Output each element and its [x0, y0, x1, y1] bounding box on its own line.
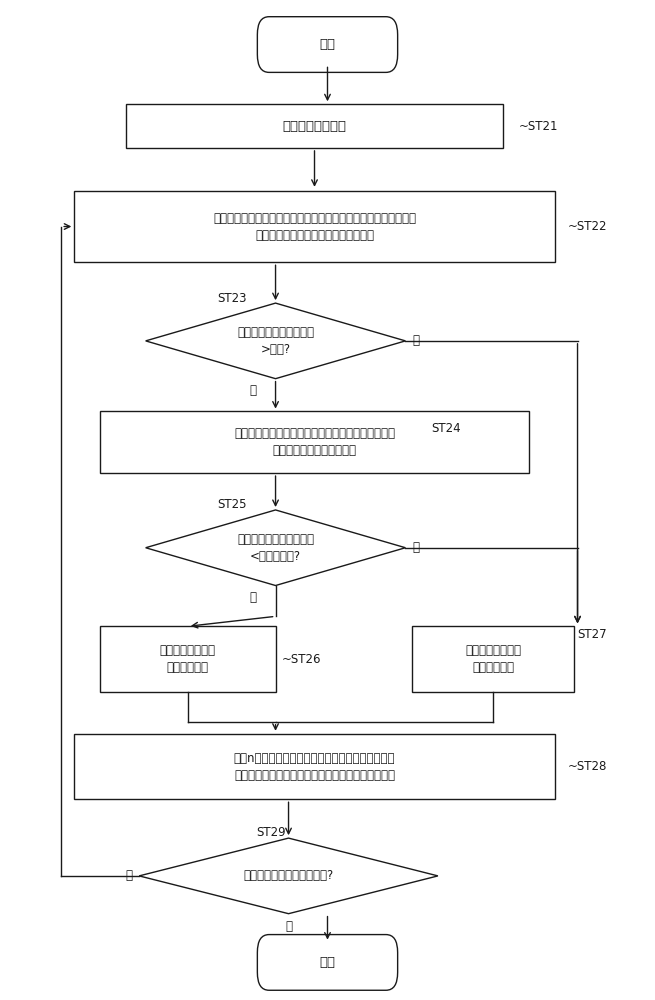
Polygon shape: [145, 303, 405, 379]
Text: ST23: ST23: [217, 292, 246, 305]
Polygon shape: [145, 510, 405, 586]
Bar: [74, 734, 555, 799]
FancyBboxPatch shape: [257, 935, 398, 990]
Text: ST29: ST29: [256, 826, 286, 839]
Text: 在还没有决定输出的通断的负载中，将中间累计功率値最大的负载
设定为用于决定供应功率的通断的对象: 在还没有决定输出的通断的负载中，将中间累计功率値最大的负载 设定为用于决定供应功…: [213, 212, 416, 242]
Bar: [100, 411, 529, 473]
Text: 结束: 结束: [320, 956, 335, 969]
Text: ST25: ST25: [217, 498, 246, 511]
Text: 通断判断用总功率推算値
<功率上限値?: 通断判断用总功率推算値 <功率上限値?: [237, 533, 314, 563]
Text: ~ST22: ~ST22: [568, 220, 607, 233]
Text: 是: 是: [285, 920, 292, 933]
Bar: [412, 626, 574, 692]
Text: 关闭该负载的功率
供应通断机器: 关闭该负载的功率 供应通断机器: [465, 644, 521, 674]
Bar: [100, 626, 276, 692]
Bar: [126, 104, 503, 148]
Text: ~ST21: ~ST21: [519, 120, 559, 133]
Text: ~ST26: ~ST26: [282, 653, 322, 666]
Text: 否: 否: [412, 541, 419, 554]
Text: 算出在总功率推算値加上该负载的通电推算功率値后
的通断判断用总功率推算値: 算出在总功率推算値加上该负载的通电推算功率値后 的通断判断用总功率推算値: [234, 427, 395, 457]
Text: 开启该负载的功率
供应通断机器: 开启该负载的功率 供应通断机器: [160, 644, 216, 674]
Text: 该负载的中间累计功率値
>阈値?: 该负载的中间累计功率値 >阈値?: [237, 326, 314, 356]
Text: 否: 否: [412, 334, 419, 347]
FancyBboxPatch shape: [257, 17, 398, 72]
Text: ~ST28: ~ST28: [568, 760, 607, 773]
Text: 在第n个控制周期中，算出将直到目前为止决定通电
的负载的通电推算功率値合计的値、即总功率推算値: 在第n个控制周期中，算出将直到目前为止决定通电 的负载的通电推算功率値合计的値、…: [234, 752, 395, 782]
Text: 开始: 开始: [320, 38, 335, 51]
Text: 是否完成对所有负载的控制?: 是否完成对所有负载的控制?: [244, 869, 333, 882]
Text: 是: 是: [250, 384, 256, 397]
Text: 是: 是: [250, 591, 256, 604]
Text: ST27: ST27: [578, 628, 607, 641]
Text: 否: 否: [126, 869, 133, 882]
Bar: [74, 191, 555, 262]
Polygon shape: [139, 838, 438, 914]
Text: 清除总功率推算値: 清除总功率推算値: [282, 120, 346, 133]
Text: ST24: ST24: [432, 422, 461, 435]
